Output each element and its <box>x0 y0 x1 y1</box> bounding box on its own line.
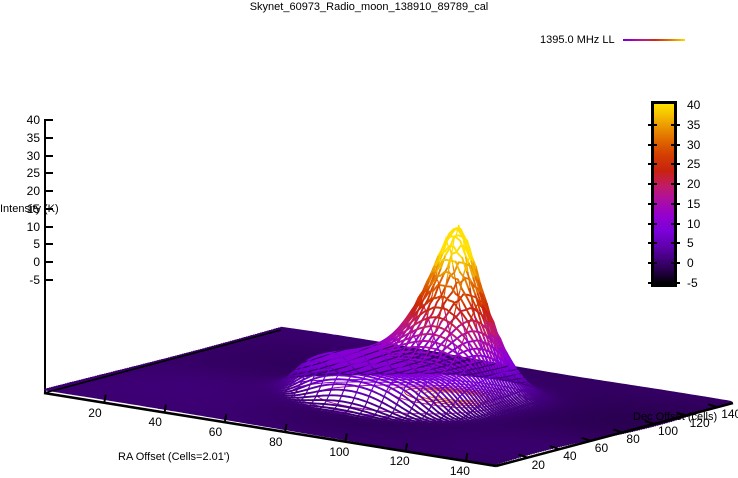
y-axis-tick <box>644 420 655 425</box>
x-axis-tick-label: 140 <box>449 464 470 478</box>
z-axis-tick <box>44 172 53 175</box>
y-axis-tick <box>676 411 686 417</box>
colorbar-tick <box>648 202 657 205</box>
z-axis-tick-label: 0 <box>33 255 40 270</box>
y-axis-tick-label: 140 <box>721 407 738 422</box>
colorbar-tick-label: 40 <box>687 98 701 112</box>
colorbar-tick <box>671 123 680 126</box>
z-axis-tick <box>44 207 53 210</box>
y-axis-tick <box>613 428 623 434</box>
colorbar-tick-label: 15 <box>687 196 701 211</box>
colorbar-tick <box>648 222 657 225</box>
x-axis-tick <box>464 452 469 462</box>
z-axis-tick-label: 15 <box>26 201 40 216</box>
x-axis-tick <box>103 394 107 403</box>
z-axis-tick <box>44 154 53 157</box>
y-axis-tick <box>518 453 528 459</box>
colorbar-tick <box>671 262 680 265</box>
x-axis-tick-label: 60 <box>208 425 223 440</box>
y-axis-tick <box>581 436 592 442</box>
base-left-edge <box>43 329 282 394</box>
colorbar-tick-label: 35 <box>687 117 701 132</box>
x-axis-tick <box>163 404 168 413</box>
z-axis-tick-label: 35 <box>26 130 40 145</box>
colorbar-tick-label: 5 <box>687 236 694 251</box>
z-axis-title: Intensity (K) <box>0 203 59 215</box>
page-title: Skynet_60973_Radio_moon_138910_89789_cal <box>249 1 489 13</box>
z-axis-tick <box>44 190 53 193</box>
y-axis-tick-label: 20 <box>531 457 545 472</box>
z-axis-tick <box>44 279 53 281</box>
colorbar-tick <box>648 123 657 126</box>
x-axis-tick-label: 100 <box>329 444 350 459</box>
y-axis-line <box>495 401 734 468</box>
z-axis-tick-label: 30 <box>26 148 40 163</box>
z-axis-tick <box>44 261 53 264</box>
y-axis-tick <box>707 403 718 409</box>
colorbar-tick-label: 25 <box>687 157 701 172</box>
z-axis-tick-label: 10 <box>26 219 40 234</box>
x-axis-title: RA Offset (Cells=2.01') <box>118 451 230 463</box>
z-axis-tick-label: 25 <box>26 166 40 181</box>
legend-color-swatch <box>622 39 685 41</box>
y-axis-title: Dec Offset (cells) <box>633 411 718 423</box>
colorbar-tick-label: 20 <box>687 177 701 192</box>
y-axis-tick-label: 40 <box>563 449 577 464</box>
colorbar-tick-label: -5 <box>687 276 698 290</box>
colorbar-tick <box>671 222 680 225</box>
colorbar-tick <box>648 242 657 245</box>
z-axis-tick <box>44 225 53 228</box>
z-axis-tick <box>44 119 53 121</box>
base-plane-axes <box>43 329 734 468</box>
colorbar-gradient <box>651 101 677 287</box>
colorbar-tick <box>648 282 657 284</box>
colorbar-tick <box>671 282 680 284</box>
colorbar-tick <box>648 143 657 146</box>
legend: 1395.0 MHz LL <box>540 32 685 48</box>
x-axis-tick <box>404 443 409 452</box>
y-axis-tick-label: 60 <box>594 440 609 455</box>
colorbar-tick <box>671 163 680 166</box>
colorbar-tick <box>671 183 680 186</box>
x-axis-tick <box>344 433 348 442</box>
x-axis-tick-label: 20 <box>88 405 102 420</box>
x-axis-tick <box>223 414 228 423</box>
colorbar-tick <box>671 202 680 205</box>
colorbar-tick <box>648 183 657 186</box>
x-axis-line <box>43 391 497 468</box>
z-axis-tick <box>44 136 53 139</box>
colorbar: 40 35 30 25 20 15 10 5 0 -5 <box>648 98 735 291</box>
colorbar-tick <box>671 143 680 146</box>
z-axis-tick-label: -5 <box>29 273 40 287</box>
x-axis-tick <box>284 423 288 433</box>
colorbar-tick-label: 10 <box>687 216 701 231</box>
z-axis-tick-label: 5 <box>33 237 40 252</box>
y-axis-tick-label: 120 <box>689 415 710 430</box>
z-axis-tick-label: 20 <box>26 184 40 199</box>
legend-label: 1395.0 MHz LL <box>540 34 615 46</box>
z-axis-tick <box>44 243 53 246</box>
z-axis-tick-label: 40 <box>26 113 40 127</box>
x-axis-tick-label: 120 <box>389 454 410 469</box>
surface-mesh <box>43 224 732 466</box>
y-axis-tick <box>549 445 560 451</box>
x-axis-tick-label: 40 <box>148 415 162 430</box>
colorbar-tick-label: 30 <box>687 137 701 152</box>
colorbar-tick <box>648 262 657 265</box>
colorbar-tick <box>671 242 680 245</box>
x-axis-tick-label: 80 <box>269 434 283 449</box>
colorbar-tick <box>648 163 657 166</box>
y-axis-tick-label: 100 <box>658 424 679 438</box>
y-axis-tick-label: 80 <box>626 432 640 447</box>
colorbar-tick-label: 0 <box>687 256 694 271</box>
z-axis-line <box>44 119 46 394</box>
